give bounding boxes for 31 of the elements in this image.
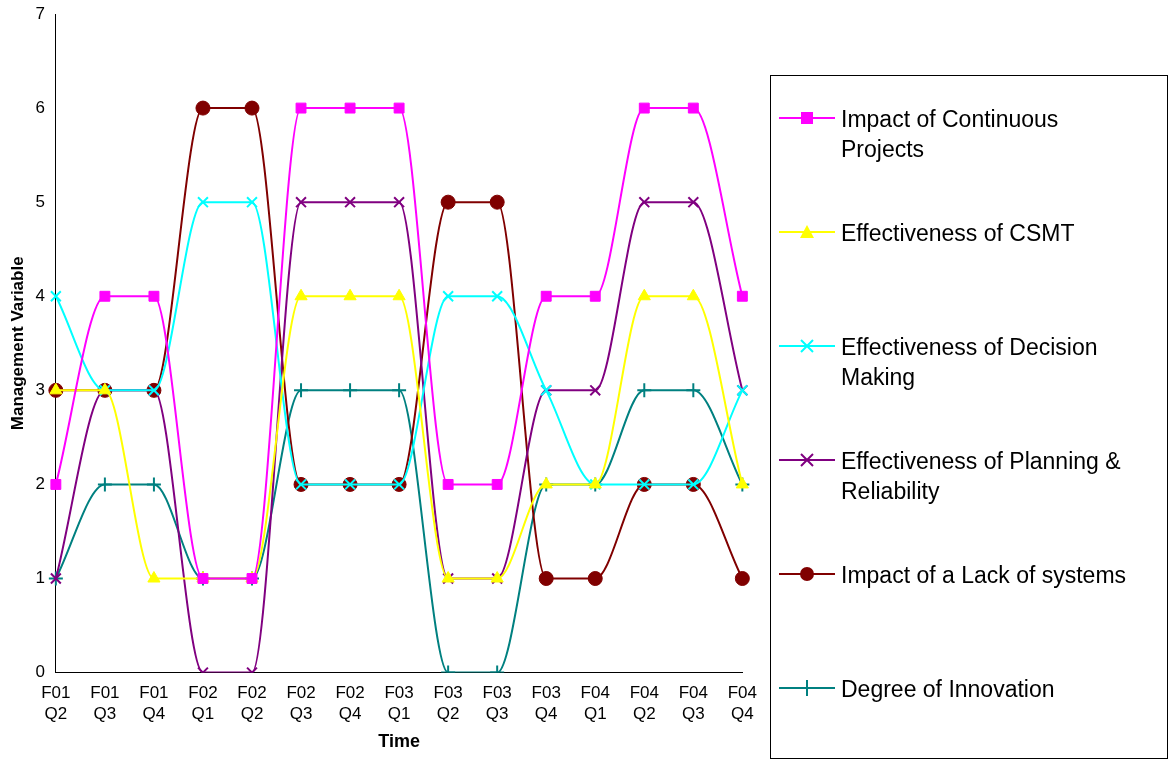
- x-tick-label: F04 Q4: [727, 683, 757, 723]
- y-axis-title: Management Variable: [7, 256, 27, 431]
- x-tick-label: F02 Q1: [188, 683, 218, 723]
- x-tick-label: F03 Q1: [384, 683, 414, 723]
- x-tick-label: F04 Q2: [629, 683, 659, 723]
- x-tick-label: F04 Q1: [580, 683, 610, 723]
- legend-label: Impact of a Lack of systems: [841, 561, 1127, 590]
- x-tick-label: F02 Q2: [237, 683, 267, 723]
- x-tick-label: F01 Q3: [90, 683, 120, 723]
- y-tick-label: 0: [35, 662, 45, 682]
- x-tick-label: F02 Q4: [335, 683, 365, 723]
- x-tick-label: F01 Q4: [139, 683, 169, 723]
- x-tick-label: F01 Q2: [41, 683, 71, 723]
- x-tick-label: F02 Q3: [286, 683, 316, 723]
- y-tick-label: 5: [35, 191, 45, 211]
- y-tick-label: 7: [35, 3, 45, 23]
- legend-label: Effectiveness of Decision Making: [841, 333, 1099, 392]
- legend-label: Degree of Innovation: [841, 675, 1055, 704]
- x-tick-label: F03 Q3: [482, 683, 512, 723]
- legend-label: Effectiveness of Planning & Reliability: [841, 447, 1122, 506]
- legend-label: Impact of Continuous Projects: [841, 105, 1060, 164]
- y-tick-label: 1: [35, 568, 45, 588]
- x-tick-label: F04 Q3: [678, 683, 708, 723]
- y-tick-label: 6: [35, 97, 45, 117]
- x-tick-label: F03 Q4: [531, 683, 561, 723]
- y-tick-label: 2: [35, 474, 45, 494]
- y-tick-label: 4: [35, 285, 45, 305]
- x-axis-title: Time: [378, 731, 420, 752]
- y-tick-label: 3: [35, 380, 45, 400]
- x-tick-label: F03 Q2: [433, 683, 463, 723]
- legend-label: Effectiveness of CSMT: [841, 219, 1075, 248]
